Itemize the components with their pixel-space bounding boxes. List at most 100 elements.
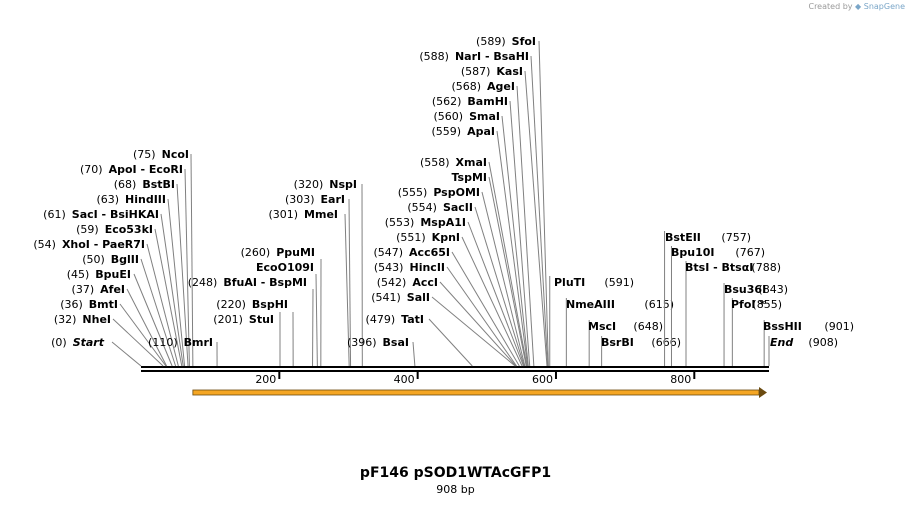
site-position-label: (220)	[216, 298, 246, 311]
ruler-tick-label: 400	[394, 373, 415, 386]
site-connector-line	[119, 303, 167, 367]
site-name-label: BsrBI	[601, 336, 634, 349]
site-connector-line	[184, 168, 190, 367]
site-name-label: BstEII	[665, 231, 701, 244]
site-name-label: PspOMI	[433, 186, 480, 199]
ruler-tick-label: 800	[670, 373, 691, 386]
site-name-label: Acc65I	[409, 246, 450, 259]
site-name-label: PfoI *	[731, 298, 765, 311]
site-position-label: (558)	[420, 156, 450, 169]
site-position-label: (767)	[735, 246, 765, 259]
site-connector-line	[439, 281, 517, 367]
site-position-label: (54)	[33, 238, 56, 251]
site-position-label: (589)	[476, 35, 506, 48]
site-connector-line	[146, 243, 179, 367]
site-name-label: Bsu36I	[724, 283, 766, 296]
site-position-label: (908)	[808, 336, 838, 349]
plasmid-length: 908 bp	[436, 483, 475, 496]
site-connector-line	[461, 236, 523, 367]
site-connector-line	[428, 318, 473, 367]
site-position-label: (303)	[285, 193, 315, 206]
site-name-label: SacII	[443, 201, 473, 214]
site-name-label: HindIII	[125, 193, 166, 206]
site-position-label: (666)	[651, 336, 681, 349]
site-position-label: (32)	[54, 313, 77, 326]
site-position-label: (553)	[385, 216, 415, 229]
site-name-label: BspHI	[252, 298, 288, 311]
site-connector-line	[344, 213, 350, 367]
site-position-label: (396)	[347, 336, 377, 349]
site-name-label: EarI	[321, 193, 345, 206]
site-name-label: BmrI	[184, 336, 213, 349]
site-connector-line	[496, 130, 529, 367]
site-position-label: (587)	[461, 65, 491, 78]
site-connector-line	[412, 341, 416, 367]
site-position-label: (542)	[377, 276, 407, 289]
site-name-label: HincII	[409, 261, 445, 274]
site-position-label: (320)	[294, 178, 324, 191]
site-position-label: (541)	[371, 291, 401, 304]
plasmid-linear-map: 200 400 600 800 Start (0) NheI (32) BmtI (36) AfeI…	[33, 35, 854, 398]
site-name-label: BglII	[111, 253, 139, 266]
site-position-label: (36)	[60, 298, 83, 311]
site-name-label: AccI	[412, 276, 438, 289]
site-name-label: Start	[73, 336, 105, 349]
site-name-label: BtsI - BtsαI	[685, 261, 753, 274]
site-position-label: (560)	[434, 110, 464, 123]
site-name-label: BfuAI - BspMI	[223, 276, 307, 289]
site-connector-line	[133, 273, 173, 367]
site-position-label: (588)	[419, 50, 449, 63]
site-position-label: (37)	[72, 283, 95, 296]
site-position-label: (615)	[644, 298, 674, 311]
site-name-label: End	[770, 336, 793, 349]
feature-arrow-head[interactable]	[759, 387, 767, 398]
site-position-label: (70)	[80, 163, 103, 176]
site-name-label: EcoO109I	[256, 261, 314, 274]
plasmid-title: pF146 pSOD1WTAcGFP1	[359, 465, 552, 481]
snapgene-watermark: Created by ◆ SnapGene	[808, 2, 905, 11]
site-name-label: MspA1I	[420, 216, 466, 229]
site-position-label: (301)	[268, 208, 298, 221]
site-name-label: XhoI - PaeR7I	[62, 238, 145, 251]
feature-arrow-body[interactable]	[192, 389, 760, 396]
watermark-prefix: Created by	[808, 2, 853, 11]
site-name-label: PluTI	[554, 276, 585, 289]
site-position-label: (855)	[752, 298, 782, 311]
site-name-label: KasI	[496, 65, 523, 78]
site-position-label: (757)	[721, 231, 751, 244]
site-connector-line	[509, 100, 531, 367]
site-position-label: (110)	[148, 336, 178, 349]
site-name-label: AgeI	[487, 80, 515, 93]
site-name-label: BssHII	[763, 320, 802, 333]
site-position-label: (479)	[366, 313, 396, 326]
site-connector-line	[451, 251, 520, 367]
site-name-label: BamHI	[467, 95, 508, 108]
site-name-label: MscI	[588, 320, 616, 333]
site-name-label: SacI - BsiHKAI	[72, 208, 159, 221]
site-name-label: BsaI	[383, 336, 409, 349]
site-position-label: (843)	[758, 283, 788, 296]
site-name-label: NmeAIII	[566, 298, 615, 311]
site-position-label: (551)	[396, 231, 426, 244]
site-position-label: (63)	[96, 193, 119, 206]
site-connector-line	[431, 296, 516, 367]
site-connector-line	[530, 55, 549, 367]
site-connector-line	[348, 198, 352, 367]
site-position-label: (591)	[604, 276, 634, 289]
site-name-label: StuI	[249, 313, 274, 326]
site-position-label: (648)	[633, 320, 663, 333]
site-position-label: (901)	[824, 320, 854, 333]
site-connector-line	[112, 318, 164, 367]
site-connector-line	[140, 258, 177, 367]
site-connector-line	[516, 85, 535, 367]
site-name-label: BpuEI	[95, 268, 131, 281]
site-position-label: (61)	[43, 208, 66, 221]
site-position-label: (554)	[407, 201, 437, 214]
site-connector-line	[488, 161, 528, 367]
site-position-label: (788)	[751, 261, 781, 274]
site-name-label: ApoI - EcoRI	[109, 163, 183, 176]
site-position-label: (555)	[398, 186, 428, 199]
site-name-label: SalI	[407, 291, 430, 304]
site-name-label: NspI	[329, 178, 357, 191]
site-position-label: (562)	[432, 95, 462, 108]
